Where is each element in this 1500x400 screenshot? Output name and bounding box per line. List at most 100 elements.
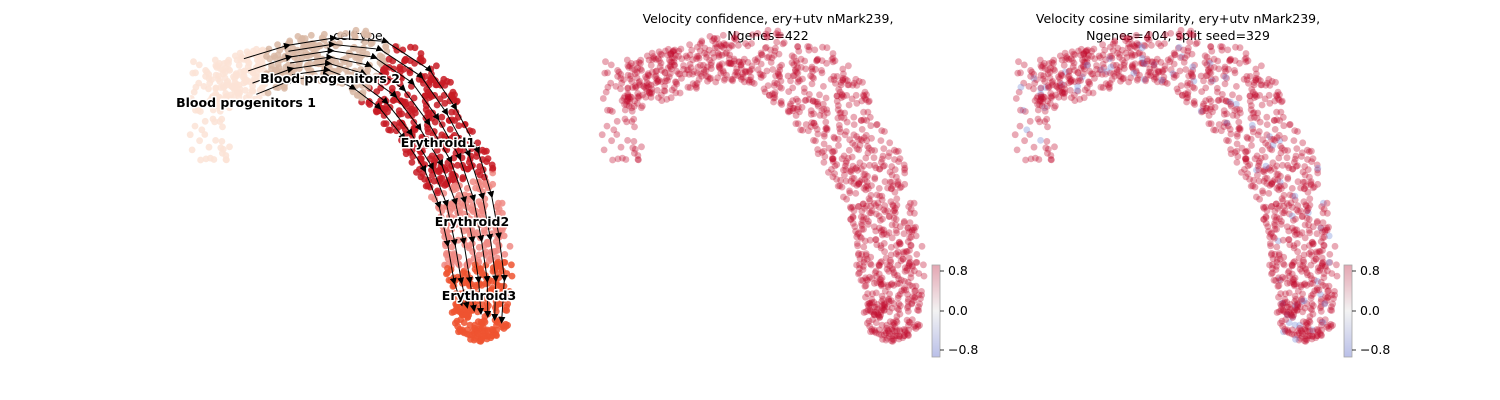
cell-point [460,329,468,337]
cell-point [845,146,853,154]
cell-point [1292,163,1300,170]
cell-point [830,133,838,141]
cell-point [735,58,743,65]
cell-point [839,76,847,84]
cell-point [863,178,871,186]
cell-point [888,185,895,192]
cell-point [885,153,892,160]
cell-point [875,262,883,270]
cell-point [1293,307,1301,314]
cell-point [818,67,825,74]
cell-point [788,59,796,66]
cell-point [1068,94,1075,101]
cell-point [249,69,257,76]
cell-point [834,182,842,190]
cell-point [866,161,873,169]
cell-point [859,266,867,273]
cell-point [671,61,679,69]
cell-point [810,119,818,127]
cell-point [673,67,681,75]
cell-point [875,312,883,320]
cell-point [652,72,660,80]
cell-point [891,146,898,154]
cell-point [860,171,868,179]
cell-point [881,162,888,170]
cell-point [787,100,794,108]
cell-point [1231,107,1239,114]
cell-point [485,257,493,265]
cell-point [853,82,861,89]
cell-point [727,76,735,83]
cell-point [448,108,455,116]
cell-point [854,230,861,238]
cell-point [911,267,918,275]
cell-point [848,95,856,103]
cell-point [880,331,888,339]
cell-point [652,79,660,87]
cell-point [1190,31,1197,39]
cell-point [1275,293,1282,301]
cell-point [291,54,298,61]
cell-point [1083,84,1091,92]
cell-point [600,146,608,154]
cell-point [884,207,891,215]
cell-point [902,248,910,255]
cell-point [857,117,865,124]
cell-point [1268,180,1275,188]
cell-point [1277,300,1285,308]
cell-point [1322,264,1329,271]
cell-point [424,109,432,117]
cell-point [1223,110,1231,118]
cell-point [901,164,909,172]
cell-point [1309,238,1316,246]
cell-point [255,70,262,77]
cell-point [788,52,796,60]
cell-point [1036,101,1043,108]
cell-point [1303,336,1311,344]
cell-point [1289,278,1297,286]
cell-point [1143,55,1151,63]
cell-point [1063,54,1071,62]
cell-point [1301,185,1308,192]
cell-point [657,50,664,58]
cell-point [1060,61,1068,69]
cell-point [844,154,852,162]
cell-point [1084,55,1091,62]
cell-point [758,51,765,58]
cell-point [1120,65,1128,72]
cell-point [881,301,889,308]
cell-point [789,107,797,115]
cell-point [1172,72,1180,79]
cell-point [1273,92,1281,100]
cell-point [886,262,894,270]
cell-point [1189,73,1196,81]
cell-point [506,291,513,299]
cell-point [881,287,889,295]
cell-point [661,77,669,85]
cell-point [665,45,672,53]
cell-point [831,135,838,142]
cell-point [865,302,872,310]
cell-point [776,72,783,80]
cell-point [624,71,632,79]
cell-point [910,224,918,232]
cell-point [915,303,922,311]
cell-point [1268,78,1276,85]
cell-point [849,213,857,221]
cell-point [871,174,879,181]
cell-point [1210,55,1218,63]
cell-point [888,304,896,312]
cell-point [1297,326,1305,334]
cell-point [1189,63,1197,71]
cell-point [910,323,918,331]
cell-point [891,166,899,174]
cell-point [862,308,870,316]
cell-point [901,169,909,177]
cell-point [626,95,634,103]
cell-point [1249,128,1257,136]
cell-point [672,89,680,97]
cell-point [648,68,656,76]
cell-point [912,282,920,290]
cell-point [906,258,914,266]
cell-point [771,91,778,98]
